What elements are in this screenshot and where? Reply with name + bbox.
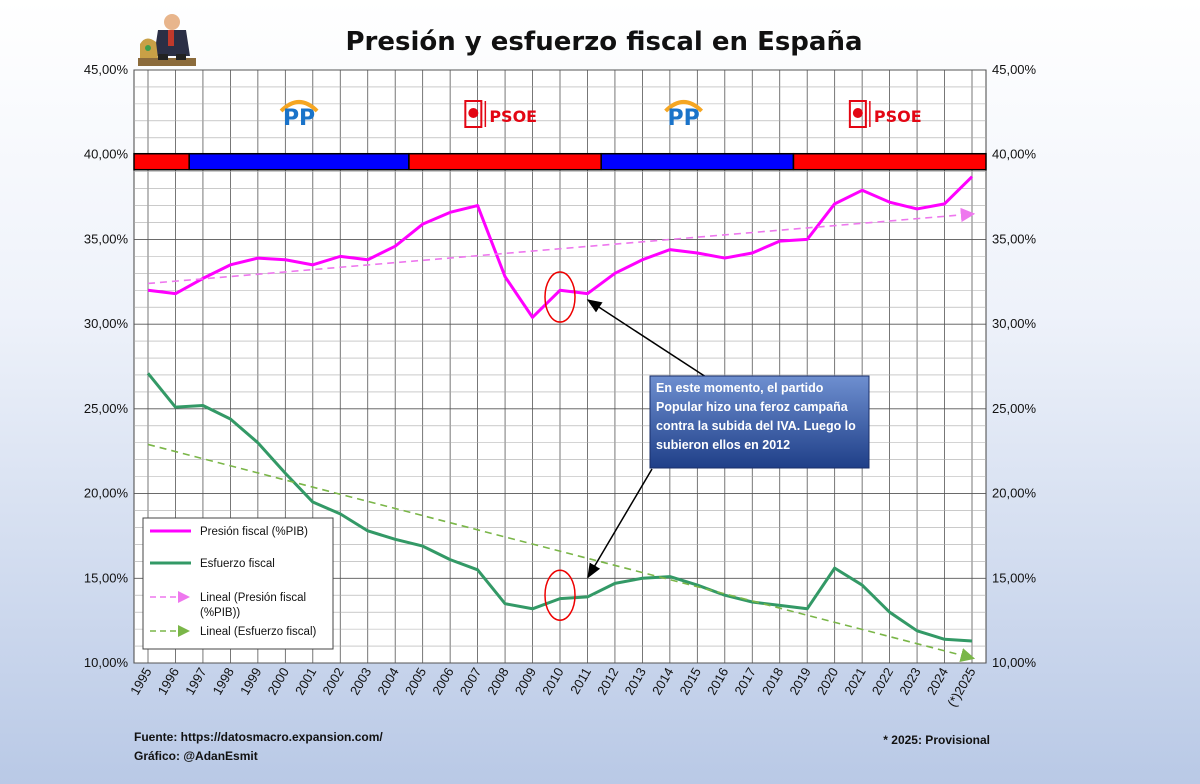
x-tick: 2000 (264, 665, 291, 698)
y-tick-left: 30,00% (84, 316, 129, 331)
annotation-circle-esfuerzo (544, 569, 576, 621)
x-tick: 2023 (896, 665, 923, 698)
party-logo-text: PSOE (874, 107, 922, 126)
y-axis-left: 10,00% 15,00% 20,00% 25,00% 30,00% 35,00% 40,0… (84, 62, 129, 670)
author-note: Gráfico: @AdanEsmit (134, 749, 258, 763)
x-tick: 1996 (155, 665, 182, 698)
annotation-box (649, 375, 870, 469)
annotation-line-2: Popular hizo una feroz campaña (656, 400, 849, 414)
x-tick: 2012 (594, 665, 621, 698)
annotation: En este momento, el partido Popular hizo… (544, 271, 870, 621)
x-tick: 2011 (567, 665, 594, 697)
series-lines (146, 175, 976, 663)
source-note: Fuente: https://datosmacro.expansion.com… (134, 730, 383, 744)
legend: Presión fiscal (%PIB) Esfuerzo fiscal Li… (142, 517, 334, 650)
band-pp (188, 152, 410, 171)
provisional-note: * 2025: Provisional (883, 733, 990, 747)
y-tick-right: 15,00% (992, 570, 1037, 585)
y-tick-left: 45,00% (84, 62, 129, 77)
trend-esfuerzo-fiscal (147, 443, 976, 663)
series-presion-fiscal (147, 175, 974, 319)
party-logo-psoe: PSOE (848, 100, 922, 128)
legend-label-lineal-presion-1: Lineal (Presión fiscal (200, 592, 306, 604)
annotation-arrow-presion (586, 299, 707, 378)
x-tick: 1999 (237, 665, 264, 698)
trend-presion-fiscal (147, 207, 976, 285)
band-psoe (133, 152, 190, 171)
y-tick-right: 45,00% (992, 62, 1037, 77)
annotation-line-3: contra la subida del IVA. Luego lo (656, 419, 856, 433)
y-tick-right: 20,00% (992, 486, 1037, 501)
party-logo-text: PP (667, 106, 699, 131)
annotation-line-4: subieron ellos en 2012 (656, 438, 790, 452)
annotation-circle-presion (544, 271, 576, 323)
chart-title: Presión y esfuerzo fiscal en España (345, 27, 862, 57)
y-tick-left: 35,00% (84, 231, 129, 246)
x-tick: 2002 (319, 665, 346, 698)
y-tick-left: 25,00% (84, 401, 129, 416)
party-logo-pp: PP (279, 100, 319, 131)
party-logos: PP PSOE PP PSOE (279, 100, 922, 131)
y-tick-left: 15,00% (84, 570, 129, 585)
y-tick-right: 30,00% (992, 316, 1037, 331)
annotation-line-1: En este momento, el partido (656, 381, 824, 395)
party-logo-psoe: PSOE (464, 100, 537, 128)
x-tick: 2016 (704, 665, 731, 698)
x-tick: 1998 (210, 665, 237, 698)
x-tick: 2022 (869, 665, 896, 698)
x-axis: 1995 1996 1997 1998 1999 2000 2001 2002 2003 2004… (127, 665, 978, 709)
x-tick: 2010 (539, 665, 566, 698)
y-tick-right: 10,00% (992, 655, 1037, 670)
x-tick: 2001 (292, 665, 319, 698)
x-tick: 1997 (182, 665, 209, 698)
y-tick-left: 20,00% (84, 486, 129, 501)
band-psoe (408, 152, 602, 171)
x-tick: 2008 (484, 665, 511, 698)
government-bands (133, 152, 987, 171)
x-tick: 2014 (649, 665, 676, 698)
x-tick: 2015 (676, 665, 703, 698)
band-pp (600, 152, 795, 171)
series-esfuerzo-fiscal (146, 372, 973, 643)
x-tick: 2017 (731, 665, 758, 698)
y-tick-right: 25,00% (992, 401, 1037, 416)
party-logo-text: PSOE (489, 107, 537, 126)
x-tick: 2007 (457, 665, 484, 698)
legend-label-esfuerzo: Esfuerzo fiscal (200, 558, 275, 570)
x-tick: 2006 (429, 665, 456, 698)
y-axis-right: 10,00% 15,00% 20,00% 25,00% 30,00% 35,00% 40,0… (992, 62, 1037, 670)
annotation-arrow-esfuerzo (587, 468, 653, 579)
x-tick: 2004 (374, 665, 401, 698)
x-tick: 2009 (512, 665, 539, 698)
legend-label-presion: Presión fiscal (%PIB) (200, 526, 308, 538)
x-tick: 2021 (841, 665, 868, 698)
x-tick: 2019 (786, 665, 813, 698)
x-tick: 1995 (127, 665, 154, 698)
party-logo-pp: PP (664, 100, 704, 131)
band-psoe (792, 152, 987, 171)
x-tick: 2024 (924, 665, 951, 698)
businessman-with-money-bag-icon (138, 14, 196, 66)
y-tick-left: 10,00% (84, 655, 129, 670)
legend-box (142, 517, 334, 650)
x-tick: 2005 (402, 665, 429, 698)
legend-label-lineal-esfuerzo: Lineal (Esfuerzo fiscal) (200, 626, 316, 638)
y-tick-right: 35,00% (992, 231, 1037, 246)
x-tick: 2013 (622, 665, 649, 698)
y-tick-right: 40,00% (992, 147, 1037, 162)
x-tick: 2020 (814, 665, 841, 698)
party-logo-text: PP (283, 106, 315, 131)
legend-label-lineal-presion-2: (%PIB)) (200, 607, 240, 619)
x-tick: 2018 (759, 665, 786, 698)
y-tick-left: 40,00% (84, 147, 129, 162)
x-tick: 2003 (347, 665, 374, 698)
